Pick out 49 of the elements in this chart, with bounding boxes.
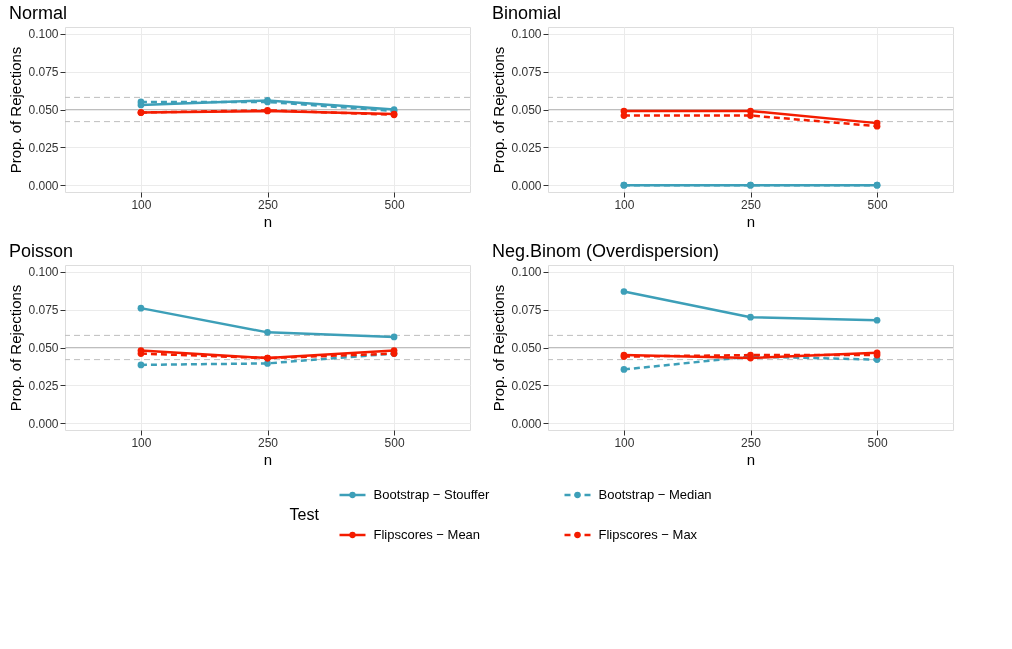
y-tick-label: 0.075 [28,65,59,80]
legend-title: Test [289,506,320,523]
y-tick-label: 0.050 [28,103,59,117]
chart-title: Neg.Binom (Overdispersion) [491,241,720,261]
y-tick-label: 0.025 [28,378,59,393]
y-tick-label: 0.000 [28,178,59,193]
x-axis-title: n [263,450,273,468]
x-tick-label: 250 [740,435,762,450]
x-axis-title: n [746,212,756,230]
y-tick-label: 0.100 [511,27,542,42]
y-tick-label: 0.075 [28,303,59,318]
y-tick-label: 0.100 [511,265,542,280]
y-axis-title: Prop. of Rejections [7,46,25,174]
legend-label: Bootstrap − Median [598,487,712,502]
x-axis-title: n [263,212,273,230]
y-tick-label: 0.025 [511,140,542,155]
y-tick-label: 0.000 [28,416,59,431]
y-tick-label: 0.025 [28,140,59,155]
x-tick-label: 500 [384,435,405,450]
y-axis-title: Prop. of Rejections [490,284,508,412]
y-tick-label: 0.050 [28,341,59,355]
legend-label: Flipscores − Max [598,527,698,542]
y-tick-label: 0.025 [511,378,542,393]
y-axis-title: Prop. of Rejections [490,46,508,174]
x-tick-label: 500 [384,197,405,212]
x-tick-label: 250 [740,197,762,212]
y-tick-label: 0.000 [511,178,542,193]
x-tick-label: 100 [131,435,152,450]
legend-label: Flipscores − Mean [373,527,481,542]
y-tick-label: 0.075 [511,65,542,80]
chart-title: Normal [8,3,67,23]
x-tick-label: 100 [131,197,152,212]
x-axis-title: n [746,450,756,468]
x-tick-label: 250 [257,197,279,212]
chart-title: Binomial [491,3,561,23]
x-tick-label: 250 [257,435,279,450]
chart-title: Poisson [8,241,74,261]
y-tick-label: 0.075 [511,303,542,318]
y-tick-label: 0.000 [511,416,542,431]
legend-label: Bootstrap − Stouffer [373,487,490,502]
x-tick-label: 500 [867,435,888,450]
x-tick-label: 100 [614,197,635,212]
x-tick-label: 500 [867,197,888,212]
y-tick-label: 0.100 [28,265,59,280]
y-tick-label: 0.050 [511,341,542,355]
x-tick-label: 100 [614,435,635,450]
y-axis-title: Prop. of Rejections [7,284,25,412]
y-tick-label: 0.100 [28,27,59,42]
y-tick-label: 0.050 [511,103,542,117]
